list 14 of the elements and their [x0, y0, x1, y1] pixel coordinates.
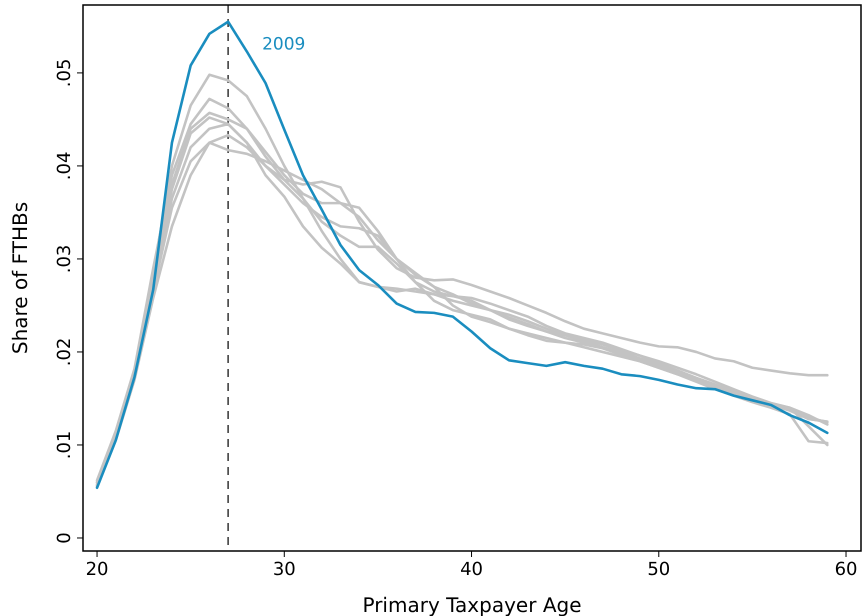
y-tick-label: .03 — [54, 244, 75, 274]
y-tick-label: .01 — [54, 430, 75, 460]
y-axis-title: Share of FTHBs — [8, 202, 32, 354]
x-axis-title: Primary Taxpayer Age — [362, 593, 582, 616]
y-tick-label: .04 — [54, 152, 75, 180]
series-label: 2009 — [262, 34, 306, 55]
y-tick-label: .05 — [54, 58, 75, 88]
x-tick-label: 60 — [834, 559, 858, 580]
y-tick-label: 0 — [54, 532, 75, 544]
x-tick-label: 50 — [647, 559, 670, 580]
x-tick-label: 30 — [272, 559, 296, 580]
x-tick-label: 20 — [86, 559, 108, 580]
x-tick-label: 40 — [460, 559, 483, 580]
y-tick-label: .02 — [54, 338, 75, 366]
